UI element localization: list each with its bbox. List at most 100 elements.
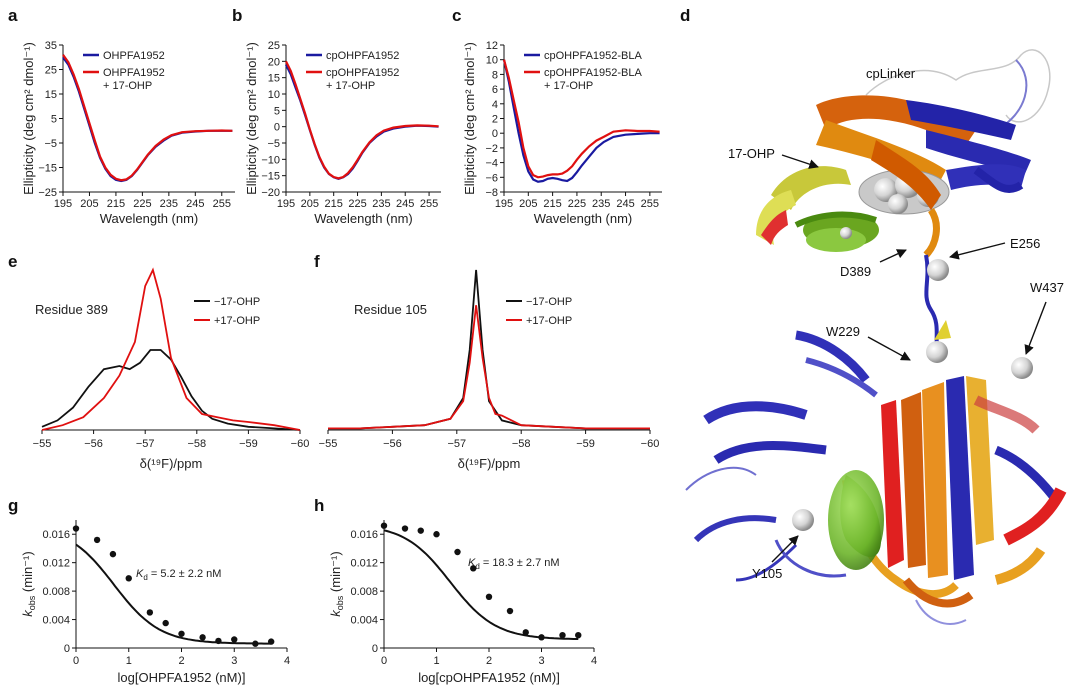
cd-spectrum-chart-c: 195 205 215 225 235 245 255 12 10 8 6 4 2 0 −2 −4 −6 −8 Wa… xyxy=(462,40,662,226)
data-point xyxy=(433,531,440,538)
x-axis-label: Wavelength (nm) xyxy=(314,211,413,226)
x-tick-label: 2 xyxy=(486,655,492,667)
data-point xyxy=(380,522,388,529)
y-tick-label: −4 xyxy=(485,158,498,170)
y-tick-label: 0.004 xyxy=(350,615,378,627)
x-axis-label: Wavelength (nm) xyxy=(534,211,633,226)
x-tick-label: −55 xyxy=(319,438,338,450)
legend-label: OHPFA1952 xyxy=(103,50,165,62)
x-tick-label: −60 xyxy=(641,438,660,450)
y-axis-label: kobs (min⁻¹) xyxy=(20,551,37,616)
panel-letter-c: c xyxy=(452,6,462,25)
x-tick-label: 205 xyxy=(80,198,98,210)
x-tick-label: −55 xyxy=(33,438,52,450)
y-tick-label: 6 xyxy=(492,84,498,96)
x-tick-label: 2 xyxy=(178,655,184,667)
label-cplinker: cpLinker xyxy=(866,66,916,81)
cd-spectrum-chart-a: 195 205 215 225 235 245 255 35 25 15 5 −5 −15 −25 Wave… xyxy=(21,40,235,226)
kinetics-chart-g: 0 1 2 3 4 0.016 0.012 0.008 0.004 0 log[OHPFA1952 … xyxy=(20,520,290,685)
x-axis-label: δ(¹⁹F)/ppm xyxy=(458,456,521,471)
x-tick-label: 4 xyxy=(591,655,597,667)
legend-label: +17-OHP xyxy=(214,315,260,327)
y-tick-label: −5 xyxy=(44,138,57,150)
data-point xyxy=(146,609,154,616)
y-tick-label: −8 xyxy=(485,187,498,199)
data-point xyxy=(162,619,169,627)
label-17-ohp: 17-OHP xyxy=(728,146,775,161)
x-tick-label: 3 xyxy=(231,655,237,667)
y-tick-label: 10 xyxy=(486,55,498,67)
data-point xyxy=(506,607,514,615)
x-tick-label: −56 xyxy=(383,438,402,450)
x-tick-label: −59 xyxy=(576,438,595,450)
y-tick-label: 0 xyxy=(64,643,70,655)
x-tick-label: −58 xyxy=(187,438,206,450)
data-point xyxy=(72,525,80,532)
y-tick-label: 20 xyxy=(268,56,280,68)
x-tick-label: 0 xyxy=(73,655,79,667)
x-tick-label: 215 xyxy=(325,198,343,210)
x-tick-label: 225 xyxy=(568,198,586,210)
y-tick-label: 0 xyxy=(492,128,498,140)
y-tick-label: 8 xyxy=(492,69,498,81)
residue-annotation: Residue 105 xyxy=(354,302,427,317)
y-tick-label: 15 xyxy=(268,73,280,85)
nmr-spectrum-chart-e: −55 −56 −57 −58 −59 −60 δ(¹⁹F)/ppm Residue 389 −… xyxy=(33,267,309,471)
legend-label: + 17-OHP xyxy=(326,80,375,92)
label-e256: E256 xyxy=(1010,236,1041,251)
data-point xyxy=(401,525,409,532)
x-tick-label: 195 xyxy=(277,198,295,210)
data-point xyxy=(93,536,101,544)
kd-annotation: Kd = 18.3 ± 2.7 nM xyxy=(468,557,560,571)
y-tick-label: 35 xyxy=(45,40,57,52)
y-tick-label: 5 xyxy=(51,114,57,126)
x-tick-label: 255 xyxy=(641,198,659,210)
panel-letter-f: f xyxy=(314,252,320,271)
data-point xyxy=(454,548,461,556)
x-axis-label: log[OHPFA1952 (nM)] xyxy=(118,670,246,685)
x-tick-label: 205 xyxy=(519,198,537,210)
x-tick-label: 205 xyxy=(301,198,319,210)
data-point xyxy=(231,636,238,643)
y-tick-label: −6 xyxy=(485,172,498,184)
series-line xyxy=(328,305,650,430)
data-point xyxy=(559,632,566,639)
y-tick-label: 2 xyxy=(492,114,498,126)
y-tick-label: −15 xyxy=(261,171,280,183)
x-tick-label: −57 xyxy=(447,438,466,450)
data-point xyxy=(178,630,185,637)
y-tick-label: −2 xyxy=(485,143,498,155)
y-tick-label: 0.004 xyxy=(42,615,70,627)
x-tick-label: 1 xyxy=(433,655,439,667)
data-point xyxy=(485,593,493,600)
x-tick-label: 225 xyxy=(133,198,151,210)
y-tick-label: 12 xyxy=(486,40,498,52)
label-w437: W437 xyxy=(1030,280,1064,295)
label-y105: Y105 xyxy=(752,566,783,581)
x-axis-label: Wavelength (nm) xyxy=(100,211,199,226)
label-w229: W229 xyxy=(826,324,860,339)
x-tick-label: 245 xyxy=(616,198,634,210)
legend-label: OHPFA1952 xyxy=(103,67,165,79)
data-point xyxy=(252,640,259,647)
legend-label: +17-OHP xyxy=(526,315,572,327)
series-line xyxy=(41,349,301,431)
legend-label: −17-OHP xyxy=(214,296,260,308)
y-tick-label: 5 xyxy=(274,105,280,117)
panel-letter-e: e xyxy=(8,252,18,271)
legend-label: cpOHPFA1952 xyxy=(326,67,399,79)
y-axis-label: kobs (min⁻¹) xyxy=(328,551,345,616)
panel-letter-h: h xyxy=(314,496,325,515)
panel-letter-d: d xyxy=(680,6,691,25)
residue-annotation: Residue 389 xyxy=(35,302,108,317)
y-tick-label: −25 xyxy=(38,187,57,199)
data-point xyxy=(125,575,132,582)
x-tick-label: 215 xyxy=(543,198,561,210)
x-tick-label: 235 xyxy=(372,198,390,210)
y-tick-label: 0.008 xyxy=(42,586,70,598)
y-tick-label: 0.016 xyxy=(350,529,378,541)
cd-spectrum-chart-b: 195 205 215 225 235 245 255 25 20 15 10 5 0 −5 −10 −15 −… xyxy=(244,40,441,226)
y-axis-label: Ellipticity (deg cm² dmol⁻¹) xyxy=(21,42,36,195)
x-tick-label: 195 xyxy=(495,198,513,210)
x-tick-label: 4 xyxy=(284,655,290,667)
